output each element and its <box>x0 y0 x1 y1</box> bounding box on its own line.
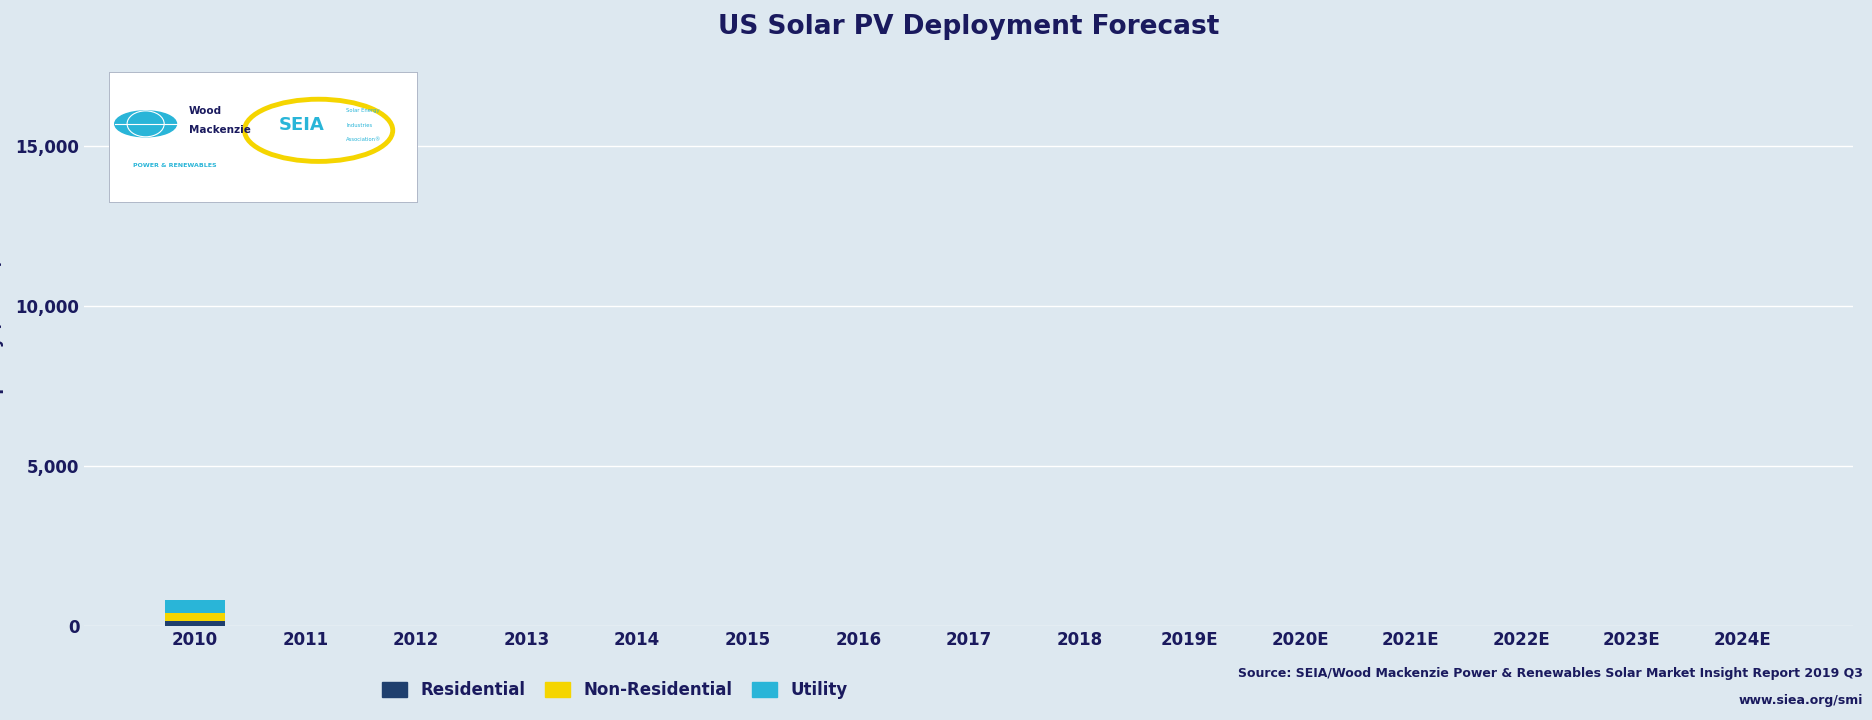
Text: Wood: Wood <box>189 106 223 116</box>
Text: Solar Energy: Solar Energy <box>346 109 380 113</box>
Bar <box>165 621 225 626</box>
Title: US Solar PV Deployment Forecast: US Solar PV Deployment Forecast <box>719 14 1219 40</box>
Bar <box>165 600 225 613</box>
Text: www.siea.org/smi: www.siea.org/smi <box>1739 694 1863 707</box>
Text: Association®: Association® <box>346 137 382 142</box>
Circle shape <box>114 111 176 137</box>
Text: POWER & RENEWABLES: POWER & RENEWABLES <box>133 163 217 168</box>
Y-axis label: Capacity (MWdc): Capacity (MWdc) <box>0 259 4 418</box>
Text: Source: SEIA/Wood Mackenzie Power & Renewables Solar Market Insight Report 2019 : Source: SEIA/Wood Mackenzie Power & Rene… <box>1237 667 1863 680</box>
Text: Mackenzie: Mackenzie <box>189 125 251 135</box>
Bar <box>165 613 225 621</box>
Text: Industries: Industries <box>346 122 373 127</box>
Legend: Residential, Non-Residential, Utility: Residential, Non-Residential, Utility <box>374 672 856 707</box>
Text: SEIA: SEIA <box>279 116 324 134</box>
